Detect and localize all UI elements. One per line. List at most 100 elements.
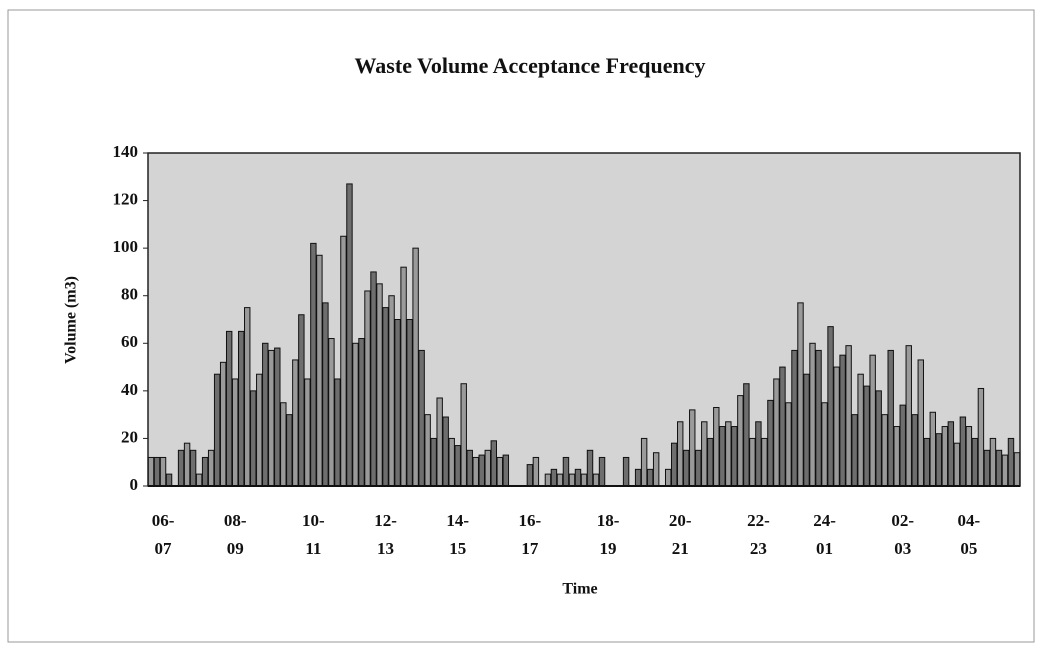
bar [478, 454, 485, 487]
x-tick-label: 18-19 [597, 511, 620, 558]
bar [574, 468, 582, 487]
bar [147, 456, 155, 487]
bar [280, 402, 287, 487]
bar [412, 247, 419, 487]
bar [707, 437, 714, 487]
bar [809, 342, 816, 487]
y-tick-label: 20 [121, 427, 138, 446]
bar [340, 235, 347, 487]
y-axis-label: Volume (m3) [63, 276, 80, 364]
bar [911, 414, 918, 487]
bar [713, 407, 720, 487]
bar [767, 399, 774, 487]
bar [322, 302, 329, 487]
bar [165, 473, 173, 487]
bar [424, 414, 431, 487]
bar [875, 390, 882, 487]
x-tick-label-line: 02- [891, 511, 914, 530]
bar [995, 449, 1003, 487]
bar [394, 319, 401, 487]
bar [881, 414, 888, 487]
bar [430, 437, 437, 487]
chart-title: Waste Volume Acceptance Frequency [355, 53, 706, 78]
x-tick-label-line: 23 [750, 539, 767, 558]
bar [749, 437, 756, 487]
chart-frame [7, 9, 1035, 643]
bar [568, 473, 576, 487]
x-tick-label: 04-05 [958, 511, 981, 558]
bar [256, 373, 263, 487]
bar [917, 359, 924, 487]
x-tick-label-line: 22- [747, 511, 770, 530]
bar [737, 395, 744, 487]
bar [731, 426, 738, 487]
x-tick-label: 24-01 [813, 511, 836, 558]
bar [671, 442, 678, 487]
x-tick-label-line: 08- [224, 511, 247, 530]
bar [983, 449, 991, 487]
bar [941, 426, 949, 487]
bar [959, 416, 967, 487]
bar [971, 437, 979, 487]
bar [701, 421, 708, 487]
bar [244, 307, 251, 487]
bar [905, 345, 912, 487]
bar [502, 454, 510, 487]
bar [238, 330, 245, 487]
y-tick-label: 80 [121, 285, 138, 304]
bar [358, 338, 365, 487]
bar [695, 449, 702, 487]
x-tick-label-line: 01 [816, 539, 833, 558]
bar [213, 373, 221, 487]
x-tick-label-line: 03 [894, 539, 911, 558]
bar [219, 361, 227, 487]
bar [863, 385, 870, 487]
x-tick-label-line: 11 [305, 539, 321, 558]
bar [346, 183, 353, 487]
bar [310, 242, 317, 487]
bar [839, 354, 846, 487]
bar [947, 421, 955, 487]
x-tick-label-line: 07 [155, 539, 173, 558]
bar [989, 437, 997, 487]
bar [586, 449, 594, 487]
bar [851, 414, 858, 487]
bar [406, 319, 413, 487]
bar [827, 326, 834, 487]
bar [869, 354, 876, 487]
bar [977, 387, 985, 487]
bar [833, 366, 840, 487]
bar [929, 411, 937, 487]
x-tick-label-line: 17 [521, 539, 539, 558]
bar [683, 449, 690, 487]
bar [725, 421, 732, 487]
bar [785, 402, 792, 487]
bar [532, 456, 540, 487]
x-tick-label-line: 16- [519, 511, 542, 530]
bar [965, 426, 973, 487]
bar [418, 349, 425, 487]
bar [231, 378, 239, 487]
bar [779, 366, 786, 487]
bar [183, 442, 191, 487]
bar [364, 290, 371, 487]
bar [634, 468, 642, 487]
bar [496, 456, 504, 487]
y-tick-label: 60 [121, 332, 138, 351]
bar [262, 342, 269, 487]
bar [803, 373, 810, 487]
bar [550, 468, 558, 487]
x-tick-label: 22-23 [747, 511, 770, 558]
bar [821, 402, 828, 487]
bar [298, 314, 305, 487]
bar [935, 433, 943, 487]
bar [887, 349, 894, 487]
bar [622, 456, 630, 487]
bar [652, 452, 660, 487]
y-tick-label: 0 [130, 475, 139, 494]
bar [316, 254, 323, 487]
x-tick-label: 08-09 [224, 511, 247, 558]
bar [274, 347, 281, 487]
bar [286, 414, 293, 487]
bar [153, 456, 161, 487]
